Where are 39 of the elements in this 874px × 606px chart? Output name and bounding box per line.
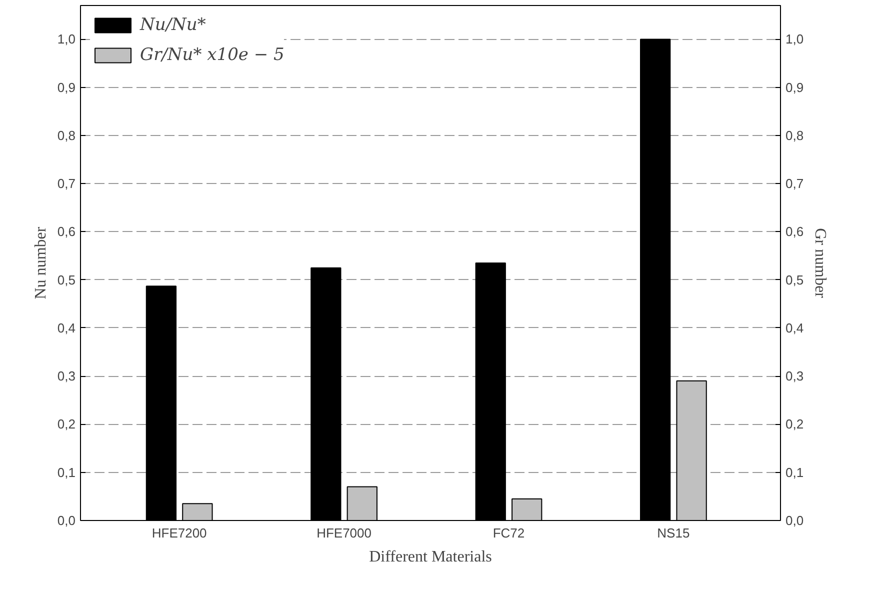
y-axis-title: Nu number bbox=[32, 226, 50, 300]
y2-tick-label: 0,1 bbox=[786, 464, 804, 480]
legend-label: Gr/Nu* x10e − 5 bbox=[140, 45, 284, 65]
bar bbox=[146, 286, 177, 520]
y-tick-label: 0,0 bbox=[57, 513, 76, 528]
y-tick-label: 0,9 bbox=[57, 80, 76, 95]
y2-tick-label: 1,0 bbox=[786, 32, 804, 47]
y2-tick-label: 0,2 bbox=[786, 416, 804, 432]
legend-label: Nu/Nu* bbox=[140, 15, 206, 35]
x-tick-label: NS15 bbox=[657, 526, 690, 540]
y2-tick-label: 0,7 bbox=[786, 176, 804, 192]
y-tick-label: 0,2 bbox=[57, 416, 76, 432]
bar bbox=[182, 503, 213, 520]
y-tick-label: 0,6 bbox=[57, 224, 76, 240]
x-axis-title: Different Materials bbox=[369, 548, 492, 566]
bar bbox=[346, 486, 378, 520]
y2-tick-label: 0,6 bbox=[786, 224, 804, 240]
y2-tick-label: 0,3 bbox=[786, 368, 804, 384]
x-tick-label: HFE7200 bbox=[152, 526, 207, 540]
bar bbox=[676, 380, 707, 520]
y-tick-label: 0,5 bbox=[57, 272, 76, 288]
x-tick-label: FC72 bbox=[492, 526, 525, 540]
bar bbox=[512, 498, 542, 520]
y2-tick-label: 0,8 bbox=[786, 128, 804, 143]
y2-tick-label: 0,0 bbox=[786, 513, 804, 528]
y2-tick-label: 0,5 bbox=[786, 272, 804, 288]
bar bbox=[640, 38, 671, 520]
y-tick-label: 0,8 bbox=[57, 128, 76, 143]
bar bbox=[475, 262, 506, 520]
y2-axis-title: Gr number bbox=[812, 228, 829, 299]
y-tick-label: 0,3 bbox=[57, 368, 76, 384]
y-tick-label: 0,4 bbox=[57, 320, 76, 336]
y-tick-label: 1,0 bbox=[57, 32, 76, 47]
bar bbox=[310, 267, 342, 520]
y-tick-label: 0,1 bbox=[57, 464, 76, 480]
y-tick-label: 0,7 bbox=[57, 176, 76, 192]
y2-tick-label: 0,4 bbox=[786, 320, 804, 336]
y2-tick-label: 0,9 bbox=[786, 80, 804, 95]
x-tick-label: HFE7000 bbox=[316, 526, 372, 540]
